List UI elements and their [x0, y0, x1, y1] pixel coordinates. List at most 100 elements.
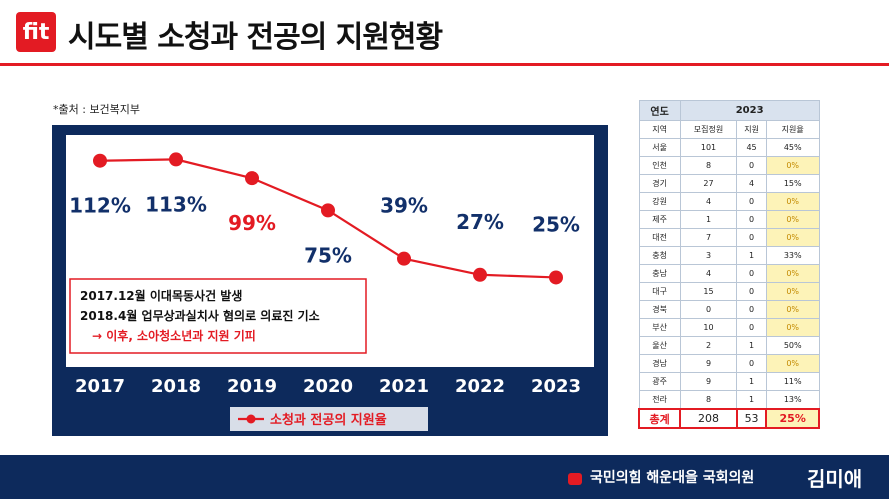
party-logo-mark: [568, 473, 582, 485]
x-tick-label: 2019: [227, 376, 277, 397]
total-cell: 53: [735, 408, 768, 429]
page-title: 시도별 소청과 전공의 지원현황: [68, 20, 443, 55]
table-cell: 부산: [638, 318, 681, 337]
table-cell: 대구: [638, 282, 681, 301]
footer-name: 김미애: [807, 467, 863, 491]
table-row: 광주 9 1 11%: [638, 372, 820, 391]
table-row: 경북 0 0 0%: [638, 300, 820, 319]
table-cell: 대전: [638, 228, 681, 247]
region-table: 연도 2023 지역 모집정원 지원 지원율 서울 101 45 45% 인천 8 0 0% 경기 27…: [637, 100, 820, 429]
channel-logo: fit: [16, 12, 56, 52]
table-row: 충청 3 1 33%: [638, 246, 820, 265]
x-tick-label: 2018: [151, 376, 201, 397]
table-cell: 충남: [638, 264, 681, 283]
footer-affiliation: 국민의힘 해운대을 국회의원: [590, 470, 755, 486]
region-table-wrap: 연도 2023 지역 모집정원 지원 지원율 서울 101 45 45% 인천 8 0 0% 경기 27…: [637, 100, 820, 429]
table-cell: 0: [736, 282, 767, 301]
table-cell: 4: [736, 174, 767, 193]
data-label: 99%: [228, 211, 276, 235]
data-label: 39%: [380, 194, 428, 218]
table-cell: 0%: [765, 228, 820, 247]
table-cell: 4: [679, 264, 738, 283]
table-cell: 10: [679, 318, 738, 337]
table-row: 인천 8 0 0%: [638, 156, 820, 175]
table-row: 울산 2 1 50%: [638, 336, 820, 355]
table-cell: 제주: [638, 210, 681, 229]
data-label: 25%: [532, 212, 580, 236]
table-cell: 50%: [765, 336, 820, 355]
header: fit 시도별 소청과 전공의 지원현황: [0, 0, 889, 66]
data-point: [245, 171, 259, 186]
table-row: 충남 4 0 0%: [638, 264, 820, 283]
table-cell: 전라: [638, 390, 681, 410]
table-cell: 0: [736, 210, 767, 229]
table-cell: 2: [679, 336, 738, 355]
table-cell: 경기: [638, 174, 681, 193]
data-point: [93, 153, 107, 168]
table-cell: 9: [679, 354, 738, 373]
table-cell: 3: [679, 246, 738, 265]
total-row: 총계 208 53 25%: [637, 408, 820, 429]
table-cell: 1: [736, 390, 767, 410]
table-cell: 7: [679, 228, 738, 247]
legend-marker: [246, 414, 256, 424]
table-cell: 1: [736, 336, 767, 355]
table-cell: 1: [736, 372, 767, 391]
table-cell: 8: [679, 156, 738, 175]
x-tick-label: 2020: [303, 376, 353, 397]
table-cell: 1: [736, 246, 767, 265]
table-cell: 충청: [638, 246, 681, 265]
table-cell: 0%: [765, 318, 820, 337]
total-cell: 25%: [765, 408, 820, 429]
annotation-box: [69, 278, 367, 354]
annotation-line3: → 이후, 소아청소년과 지원 기피: [92, 328, 256, 343]
year-header: 2023: [679, 100, 820, 121]
table-cell: 인천: [638, 156, 681, 175]
table-cell: 0%: [765, 354, 820, 373]
table-cell: 0%: [765, 210, 820, 229]
x-tick-label: 2017: [75, 376, 125, 397]
table-cell: 0: [736, 156, 767, 175]
table-cell: 45%: [765, 138, 820, 157]
table-cell: 0: [736, 354, 767, 373]
table-cell: 0: [736, 264, 767, 283]
table-row: 서울 101 45 45%: [638, 138, 820, 157]
data-point: [473, 267, 487, 282]
table-cell: 0%: [765, 264, 820, 283]
table-row: 대구 15 0 0%: [638, 282, 820, 301]
total-cell: 총계: [637, 408, 682, 429]
data-point: [549, 270, 563, 285]
table-cell: 11%: [765, 372, 820, 391]
table-cell: 0%: [765, 156, 820, 175]
table-cell: 광주: [638, 372, 681, 391]
year-header-left: 연도: [638, 100, 681, 121]
table-cell: 33%: [765, 246, 820, 265]
source-note: *출처 : 보건복지부: [53, 103, 141, 116]
column-header: 모집정원: [679, 120, 738, 139]
table-row: 부산 10 0 0%: [638, 318, 820, 337]
table-row: 전라 8 1 13%: [638, 390, 820, 410]
table-cell: 15%: [765, 174, 820, 193]
table-cell: 0: [736, 318, 767, 337]
x-tick-label: 2021: [379, 376, 429, 397]
table-cell: 0%: [765, 282, 820, 301]
table-cell: 강원: [638, 192, 681, 211]
table-cell: 0: [679, 300, 738, 319]
table-cell: 45: [736, 138, 767, 157]
header-divider: [0, 63, 889, 66]
annotation-line1: 2017.12월 이대목동사건 발생: [80, 288, 242, 303]
annotation-line2: 2018.4월 업무상과실치사 혐의로 의료진 기소: [80, 308, 320, 323]
data-label: 113%: [145, 192, 207, 216]
table-row: 경남 9 0 0%: [638, 354, 820, 373]
table-cell: 0: [736, 192, 767, 211]
legend-label: 소청과 전공의 지원율: [270, 412, 387, 428]
table-cell: 울산: [638, 336, 681, 355]
footer-bar: [0, 455, 889, 499]
table-cell: 8: [679, 390, 738, 410]
column-header: 지원: [736, 120, 767, 139]
table-cell: 9: [679, 372, 738, 391]
table-cell: 101: [679, 138, 738, 157]
data-label: 27%: [456, 210, 504, 234]
table-row: 대전 7 0 0%: [638, 228, 820, 247]
chart-panel: 112% 113% 99% 75% 39% 27% 25% 2017 2018 2019 2020 2…: [52, 125, 608, 436]
